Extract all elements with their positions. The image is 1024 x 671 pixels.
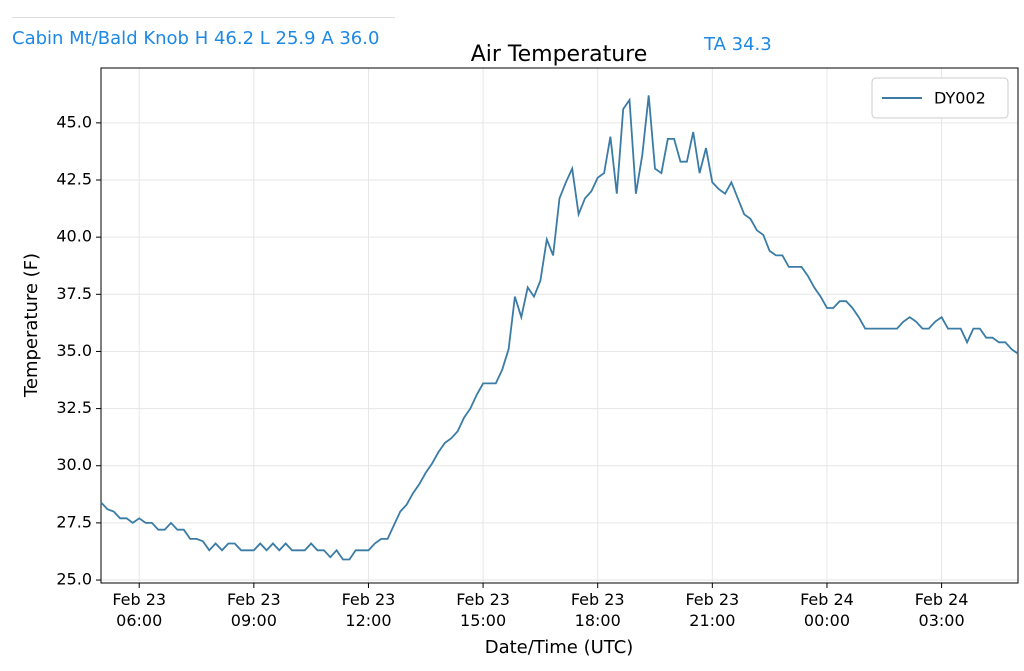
x-tick-label: Feb 23 15:00	[456, 590, 510, 630]
y-tick-label: 40.0	[56, 227, 92, 246]
y-tick-label: 30.0	[56, 455, 92, 474]
y-tick-label: 25.0	[56, 570, 92, 589]
x-tick-label: Feb 24 03:00	[914, 590, 969, 630]
x-tick-label: Feb 23 12:00	[341, 590, 396, 630]
current-value: TA 34.3	[704, 34, 772, 55]
y-axis-label: Temperature (F)	[21, 253, 42, 398]
y-tick-label: 35.0	[56, 341, 92, 360]
x-tick-label: Feb 23 09:00	[226, 590, 281, 630]
legend-box	[871, 77, 1009, 119]
x-tick-label: Feb 23 18:00	[570, 590, 625, 630]
chart-title: Air Temperature	[471, 42, 648, 67]
y-tick-label: 27.5	[56, 512, 92, 531]
station-summary: Cabin Mt/Bald Knob H 46.2 L 25.9 A 36.0	[12, 28, 380, 49]
y-tick-label: 32.5	[56, 398, 92, 417]
legend-label: DY002	[934, 89, 986, 108]
y-tick-label: 45.0	[56, 112, 92, 131]
x-tick-label: Feb 23 21:00	[685, 590, 740, 630]
y-tick-label: 42.5	[56, 170, 92, 189]
x-tick-label: Feb 24 00:00	[800, 590, 854, 630]
x-tick-label: Feb 23 06:00	[112, 590, 167, 630]
y-tick-label: 37.5	[56, 284, 92, 303]
plot-frame	[100, 67, 1019, 584]
header-rule	[12, 17, 395, 18]
data-line	[100, 95, 1019, 561]
x-axis-label: Date/Time (UTC)	[485, 637, 634, 658]
